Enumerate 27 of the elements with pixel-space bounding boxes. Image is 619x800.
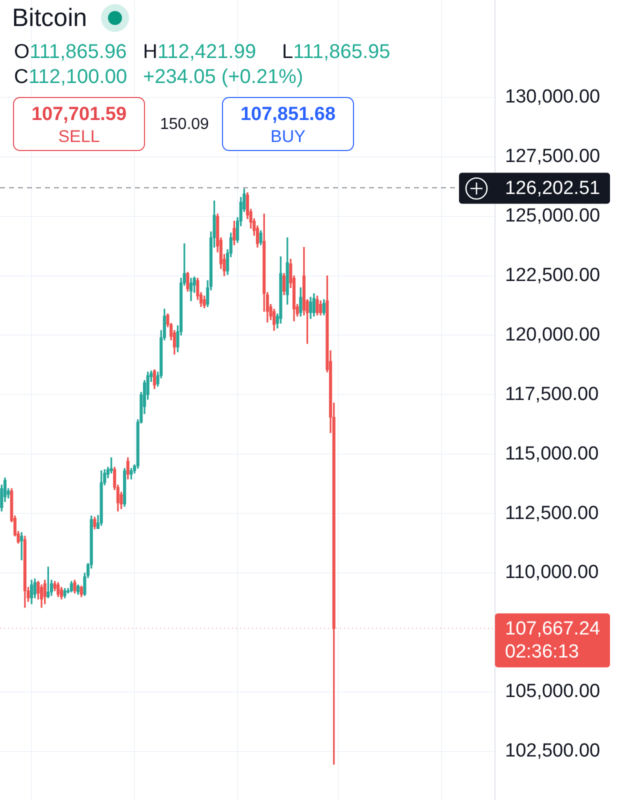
y-tick-label: 127,500.00 bbox=[505, 146, 600, 168]
y-tick-label: 117,500.00 bbox=[505, 384, 599, 405]
y-tick-label: 122,500.00 bbox=[505, 265, 600, 286]
y-tick-label: 110,000.00 bbox=[505, 562, 599, 584]
y-tick-label: 102,500.00 bbox=[505, 740, 600, 762]
annotation: H112,421.99 bbox=[143, 41, 256, 63]
ref-line-label: 107,667.24 bbox=[505, 618, 601, 640]
annotation: 107,701.59 bbox=[30, 104, 128, 125]
text: 02:36:13 bbox=[505, 642, 579, 663]
annotation: +234.05 (+0.21%) bbox=[143, 66, 304, 88]
y-tick-label: 105,000.00 bbox=[505, 681, 600, 702]
annotation: SELL bbox=[57, 127, 101, 146]
ref-line-label: 126,202.51 bbox=[505, 178, 600, 199]
y-tick-label: 115,000.00 bbox=[505, 443, 599, 464]
y-tick-label: 112,500.00 bbox=[505, 502, 599, 524]
chart-title: Bitcoin bbox=[12, 4, 88, 32]
annotation: BUY bbox=[270, 127, 306, 146]
annotation: C112,100.00 bbox=[14, 66, 128, 88]
annotation: 107,851.68 bbox=[239, 104, 337, 125]
annotation: 150.09 bbox=[160, 116, 209, 133]
annotation: L111,865.95 bbox=[282, 41, 390, 63]
y-tick-label: 120,000.00 bbox=[505, 324, 600, 346]
y-tick-label: 130,000.00 bbox=[505, 86, 600, 108]
y-tick-label: 125,000.00 bbox=[505, 206, 600, 227]
buy-button: 107,851.68 BUY bbox=[222, 97, 354, 151]
sell-button: 107,701.59 SELL bbox=[13, 97, 145, 151]
annotation: O111,865.96 bbox=[14, 41, 127, 63]
